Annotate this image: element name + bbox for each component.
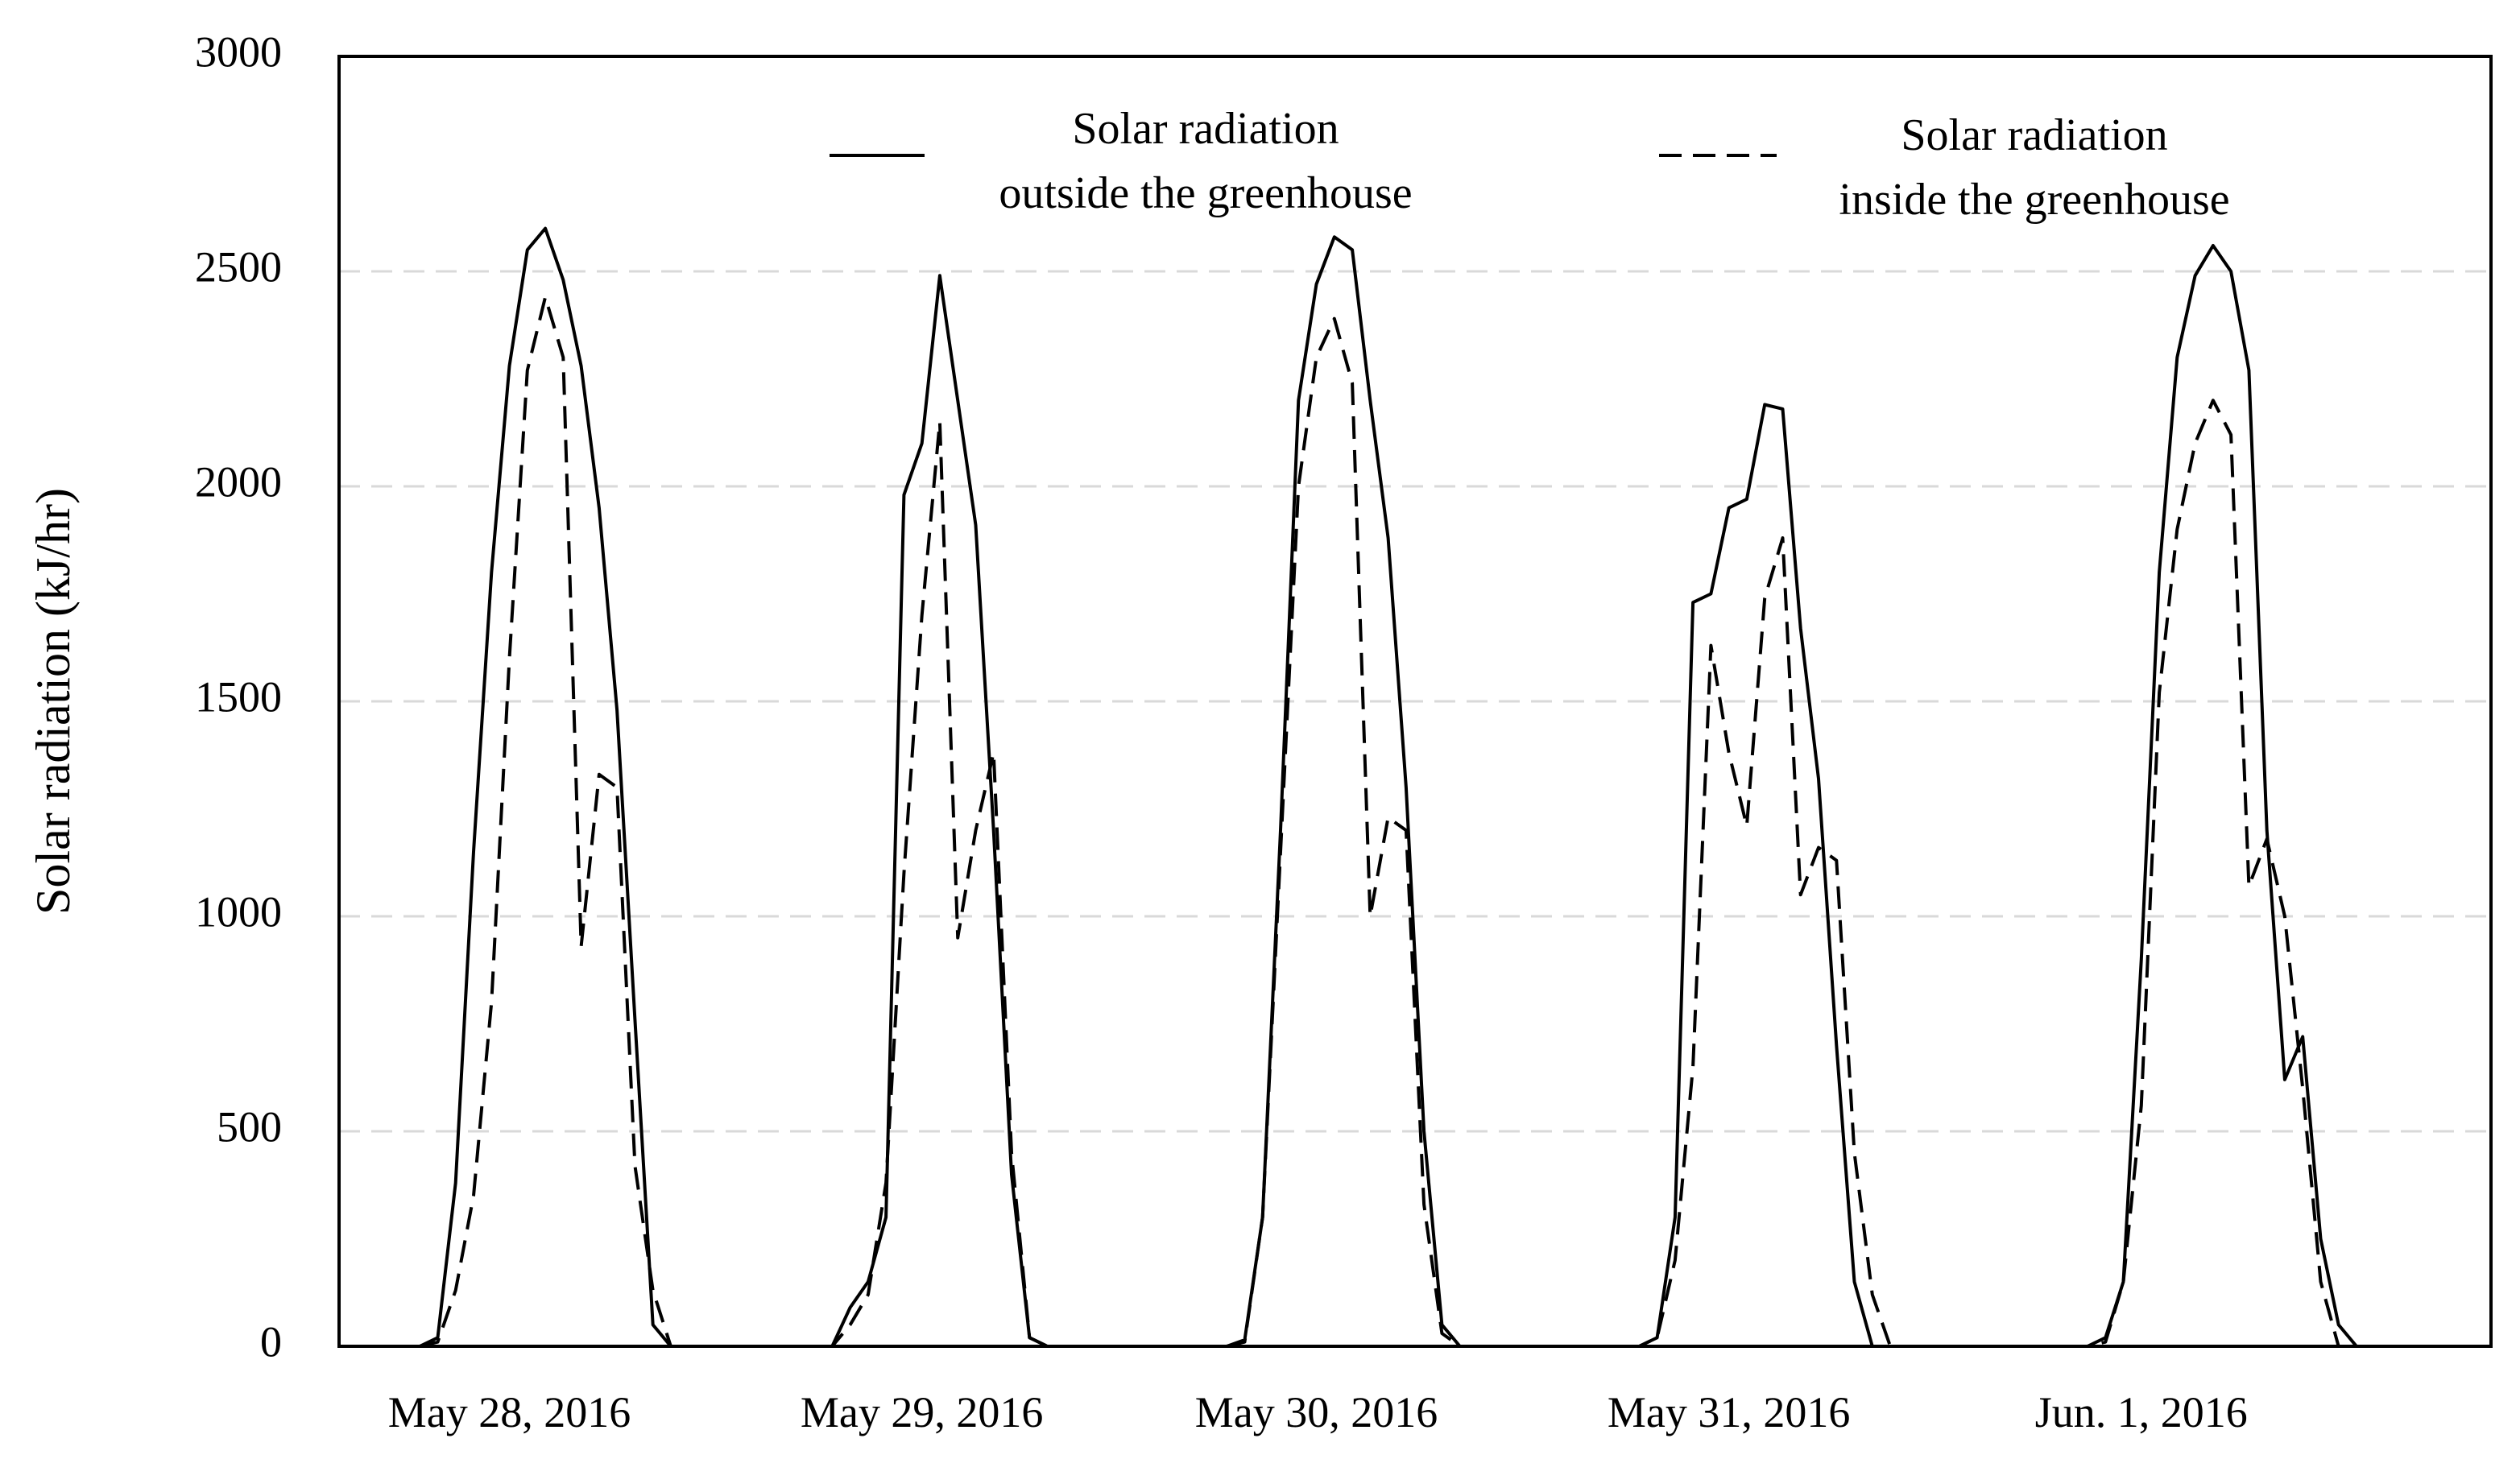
legend-outside-label-line2: outside the greenhouse: [999, 168, 1412, 218]
series-layer: [419, 226, 2358, 1348]
x-day-label: May 30, 2016: [1195, 1388, 1438, 1436]
legend: Solar radiation outside the greenhouse S…: [830, 104, 2230, 225]
series-inside-line: [419, 296, 2357, 1348]
x-day-label: May 29, 2016: [801, 1388, 1043, 1436]
legend-inside-label-line1: Solar radiation: [1901, 110, 2167, 160]
y-tick-label: 3000: [195, 27, 282, 76]
x-day-label: May 28, 2016: [388, 1388, 631, 1436]
series-outside-line: [419, 226, 2358, 1348]
legend-inside-label-line2: inside the greenhouse: [1839, 175, 2229, 225]
y-tick-label: 1000: [195, 887, 282, 936]
y-tick-label: 500: [217, 1102, 282, 1151]
y-tick-label: 2000: [195, 457, 282, 506]
y-tick-label: 0: [260, 1317, 282, 1366]
legend-outside-label-line1: Solar radiation: [1072, 104, 1339, 154]
y-tick-label: 1500: [195, 672, 282, 721]
y-axis-title: Solar radiation (kJ/hr): [27, 488, 80, 915]
gridlines: [339, 270, 2491, 1133]
y-axis-ticks: 0 500 1000 1500 2000 2500 3000: [195, 27, 282, 1366]
x-axis-day-labels: May 28, 2016 May 29, 2016 May 30, 2016 May …: [388, 1388, 2248, 1436]
x-day-label: Jun. 1, 2016: [2035, 1388, 2248, 1436]
y-tick-label: 2500: [195, 242, 282, 291]
x-day-label: May 31, 2016: [1608, 1388, 1850, 1436]
plot-area: [337, 55, 2493, 1348]
